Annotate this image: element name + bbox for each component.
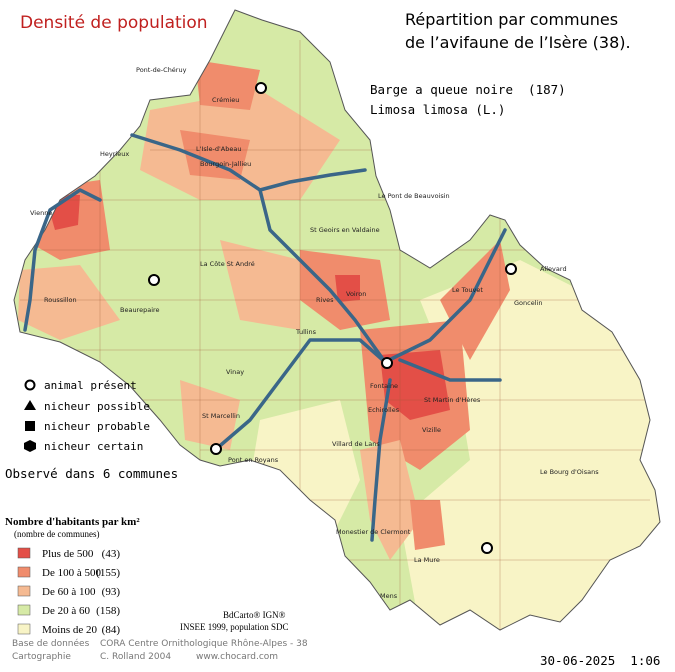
legend-count: (155) bbox=[96, 567, 120, 579]
place: Monestier de Clermont bbox=[336, 528, 411, 536]
legend-count: (84) bbox=[102, 624, 121, 636]
place: Rives bbox=[316, 296, 334, 304]
place: L'Isle-d'Abeau bbox=[196, 145, 241, 153]
symbol-label: nicheur possible bbox=[44, 400, 150, 413]
source: BdCarto® IGN® bbox=[223, 610, 286, 620]
place: Echirolles bbox=[368, 406, 400, 414]
map-title: Densité de population bbox=[20, 13, 208, 33]
place: Mens bbox=[380, 592, 398, 600]
legend-label: De 100 à 500 bbox=[42, 567, 101, 579]
species-name: Barge a queue noire (187) bbox=[370, 82, 566, 97]
place: St Geoirs en Valdaine bbox=[310, 226, 380, 234]
symbol-label: nicheur certain bbox=[44, 440, 143, 453]
heading: de l’avifaune de l’Isère (38). bbox=[405, 33, 631, 52]
legend-title: Nombre d'habitants par km² bbox=[5, 516, 140, 528]
legend-label: De 60 à 100 bbox=[42, 586, 96, 598]
heading: Répartition par communes bbox=[405, 10, 618, 29]
credit-label: Base de données bbox=[12, 638, 90, 649]
place: Crémieu bbox=[212, 96, 239, 104]
place: Roussillon bbox=[44, 296, 77, 304]
legend-label: De 20 à 60 bbox=[42, 605, 90, 617]
place: Heyrieux bbox=[100, 150, 129, 158]
legend-subtitle: (nombre de communes) bbox=[14, 529, 99, 539]
place: La Côte St André bbox=[200, 260, 255, 268]
place: Tullins bbox=[295, 328, 317, 336]
symbol-legend: animal présent nicheur possible nicheur … bbox=[24, 379, 150, 453]
observed-count: Observé dans 6 communes bbox=[5, 466, 178, 481]
legend-count: (43) bbox=[102, 548, 121, 560]
legend-swatch bbox=[17, 585, 31, 597]
legend-label: Plus de 500 bbox=[42, 548, 94, 560]
department-outline bbox=[13, 9, 661, 631]
date: 30-06-2025 1:06 bbox=[540, 653, 660, 668]
place: Le Bourg d'Oisans bbox=[540, 468, 599, 476]
place: Vizille bbox=[422, 426, 441, 434]
place: St Marcellin bbox=[202, 412, 240, 420]
legend-swatch bbox=[17, 623, 31, 635]
place: Bourgoin-Jallieu bbox=[200, 160, 251, 168]
rivers bbox=[23, 133, 507, 542]
credit: CORA Centre Ornithologique Rhône-Alpes -… bbox=[100, 638, 308, 649]
place: Voiron bbox=[346, 290, 366, 298]
place: Pont en Royans bbox=[228, 456, 279, 464]
legend-count: (93) bbox=[102, 586, 121, 598]
place: Le Pont de Beauvoisin bbox=[378, 192, 450, 200]
place: Vienne bbox=[30, 209, 52, 217]
place: La Mure bbox=[414, 556, 440, 564]
credit-label: Cartographie bbox=[12, 652, 71, 662]
credit: www.chocard.com bbox=[196, 652, 278, 662]
species-latin: Limosa limosa (L.) bbox=[370, 102, 505, 117]
place: St Martin d'Hères bbox=[424, 396, 481, 404]
place-labels: Pont-de-Chéruy Crémieu Heyrieux L'Isle-d… bbox=[30, 66, 599, 600]
place: Fontaine bbox=[370, 382, 398, 390]
place: Vinay bbox=[226, 368, 244, 376]
observation-markers bbox=[148, 82, 517, 554]
legend-swatch bbox=[17, 566, 31, 578]
symbol-label: nicheur probable bbox=[44, 420, 150, 433]
legend-count: (158) bbox=[96, 605, 120, 617]
source: INSEE 1999, population SDC bbox=[180, 622, 289, 632]
legend-label: Moins de 20 bbox=[42, 624, 98, 636]
place: Allevard bbox=[540, 265, 567, 273]
legend-swatch bbox=[17, 604, 31, 616]
place: Villard de Lans bbox=[332, 440, 380, 448]
symbol-label: animal présent bbox=[44, 379, 137, 392]
place: Beaurepaire bbox=[120, 306, 160, 314]
place: Goncelin bbox=[514, 299, 542, 307]
density-legend: Nombre d'habitants par km² (nombre de co… bbox=[5, 516, 140, 636]
legend-swatch bbox=[17, 547, 31, 559]
place: Pont-de-Chéruy bbox=[136, 66, 187, 74]
credit: C. Rolland 2004 bbox=[100, 652, 171, 662]
place: Le Touvet bbox=[452, 286, 483, 294]
